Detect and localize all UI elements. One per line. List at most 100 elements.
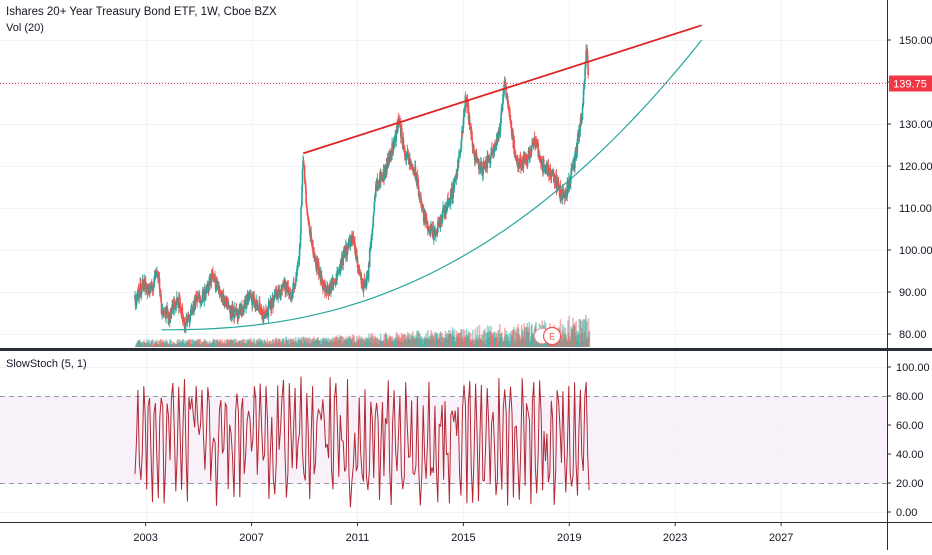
- volume-bar: [479, 338, 481, 347]
- volume-bar: [470, 341, 473, 347]
- volume-legend[interactable]: Vol (20): [6, 22, 44, 34]
- candle-body: [403, 145, 405, 147]
- candle-body: [528, 156, 531, 159]
- volume-bar: [348, 338, 351, 347]
- volume-bar: [580, 333, 583, 347]
- candle-body: [587, 61, 589, 75]
- volume-bar: [502, 342, 504, 347]
- volume-bar: [484, 328, 486, 347]
- candle-body: [150, 286, 152, 292]
- volume-bar: [168, 343, 170, 347]
- volume-bar: [365, 337, 368, 347]
- volume-bar: [568, 315, 570, 347]
- volume-bar: [301, 338, 304, 347]
- candle-body: [173, 302, 175, 309]
- volume-bar: [530, 325, 533, 347]
- stoch-tick-label: 0.00: [896, 507, 917, 519]
- volume-bar: [487, 337, 490, 347]
- volume-bar: [295, 341, 298, 347]
- candle-body: [484, 163, 486, 169]
- volume-bar: [357, 337, 360, 347]
- candle-body: [442, 207, 444, 212]
- volume-bar: [378, 341, 381, 347]
- volume-bar: [437, 339, 439, 347]
- candle-body: [185, 322, 187, 327]
- stoch-tick-label: 40.00: [896, 449, 924, 461]
- candle-body: [416, 175, 419, 179]
- price-tick-label: 120.00: [899, 161, 932, 173]
- volume-bar: [493, 331, 496, 347]
- candle-body: [219, 292, 221, 294]
- volume-bar: [449, 333, 451, 347]
- volume-bar: [247, 340, 249, 347]
- volume-bar: [584, 318, 587, 347]
- volume-bar: [203, 340, 205, 347]
- candle-body: [188, 315, 190, 319]
- volume-bar: [145, 343, 148, 347]
- candle-body: [531, 144, 533, 148]
- volume-bar: [566, 341, 569, 347]
- volume-bar: [567, 333, 570, 347]
- volume-bar: [295, 343, 297, 347]
- volume-bar: [413, 339, 415, 347]
- candle-body: [146, 289, 149, 293]
- volume-bar: [506, 335, 509, 347]
- candle-body: [319, 272, 321, 277]
- candle-body: [448, 198, 451, 201]
- volume-bar: [294, 337, 297, 347]
- volume-bar: [328, 340, 331, 347]
- volume-bar: [320, 338, 322, 347]
- volume-bar: [408, 339, 411, 347]
- candle-body: [530, 147, 533, 153]
- volume-bar: [288, 338, 291, 347]
- volume-bar: [263, 339, 265, 347]
- volume-bar: [567, 320, 569, 347]
- candle-body: [348, 238, 350, 246]
- volume-bar: [403, 334, 405, 347]
- volume-bar: [237, 341, 240, 347]
- volume-bar: [472, 339, 475, 347]
- candle-body: [198, 293, 200, 295]
- candle-body: [535, 141, 538, 146]
- candle-body: [535, 139, 537, 141]
- candle-body: [409, 158, 412, 167]
- stoch-legend[interactable]: SlowStoch (5, 1): [6, 358, 87, 370]
- volume-bar: [461, 337, 463, 347]
- volume-bar: [218, 342, 220, 347]
- volume-bar: [469, 339, 472, 347]
- volume-bar: [364, 342, 367, 347]
- candle-body: [306, 213, 309, 216]
- candle-body: [365, 276, 368, 286]
- candle-body: [300, 205, 303, 208]
- volume-bar: [433, 336, 435, 347]
- volume-bar: [501, 331, 503, 347]
- candle-body: [430, 223, 433, 231]
- volume-bar: [223, 342, 225, 347]
- candle-body: [478, 163, 480, 169]
- candle-body: [481, 168, 483, 176]
- candle-body: [373, 212, 375, 217]
- candle-body: [506, 96, 509, 105]
- volume-bar: [442, 337, 445, 347]
- candle-body: [518, 162, 521, 168]
- symbol-title[interactable]: Ishares 20+ Year Treasury Bond ETF, 1W, …: [6, 6, 277, 18]
- volume-bar: [353, 336, 355, 347]
- candle-body: [443, 206, 445, 211]
- candle-body: [508, 113, 511, 115]
- volume-bar: [568, 336, 571, 347]
- volume-bar: [171, 341, 174, 347]
- stoch-tick-label: 20.00: [896, 478, 924, 490]
- candle-body: [280, 290, 282, 294]
- volume-bar: [227, 339, 230, 347]
- candle-body: [482, 167, 484, 175]
- volume-bar: [475, 339, 477, 347]
- volume-bar: [178, 342, 181, 347]
- price-tick-label: 130.00: [899, 119, 932, 131]
- volume-bar: [402, 339, 405, 347]
- volume-bar: [510, 337, 513, 347]
- volume-bar: [405, 337, 407, 347]
- volume-bar: [282, 338, 285, 347]
- candle-body: [292, 288, 294, 298]
